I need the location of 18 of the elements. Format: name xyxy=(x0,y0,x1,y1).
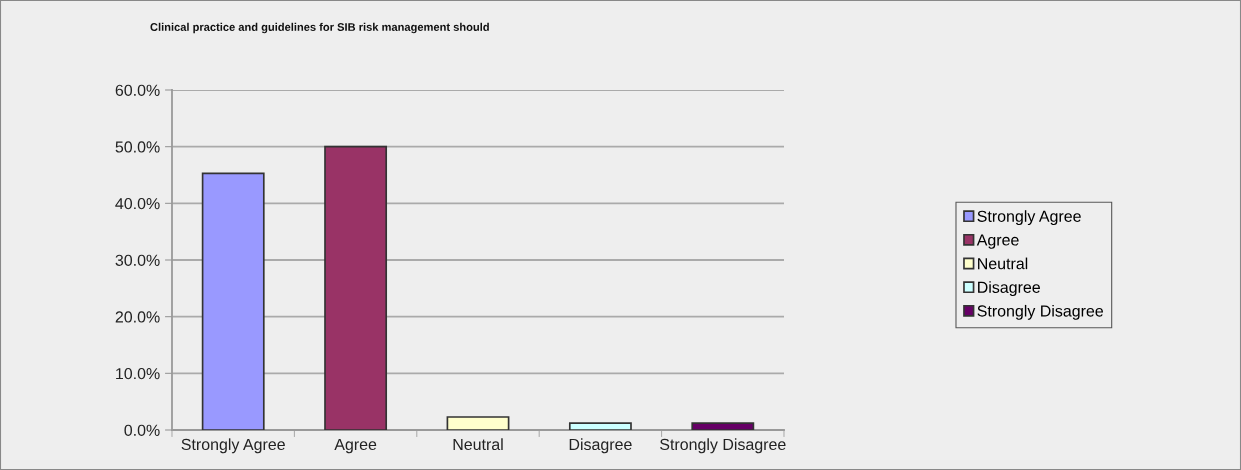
legend-label: Strongly Agree xyxy=(977,210,1081,226)
chart-title: Clinical practice and guidelines for SIB risk management should xyxy=(150,22,489,34)
x-tick-label: Strongly Agree xyxy=(181,438,285,454)
y-tick-label: 20.0% xyxy=(115,311,160,323)
legend-label: Strongly Disagree xyxy=(977,304,1103,320)
y-tick-label: 30.0% xyxy=(115,254,160,266)
y-tick-label: 50.0% xyxy=(115,141,160,153)
x-tick-label: Neutral xyxy=(453,438,503,451)
legend-label: Neutral xyxy=(978,257,1028,270)
y-tick-label: 60.0% xyxy=(115,84,160,96)
x-tick-label: Disagree xyxy=(569,438,632,454)
legend-label: Disagree xyxy=(978,281,1040,297)
x-tick-label: Strongly Disagree xyxy=(660,438,786,454)
legend-label: Agree xyxy=(976,234,1019,249)
x-tick-label: Agree xyxy=(334,438,377,454)
y-tick-label: 10.0% xyxy=(116,367,160,380)
y-tick-label: 0.0% xyxy=(124,424,160,436)
y-tick-label: 40.0% xyxy=(115,197,160,210)
